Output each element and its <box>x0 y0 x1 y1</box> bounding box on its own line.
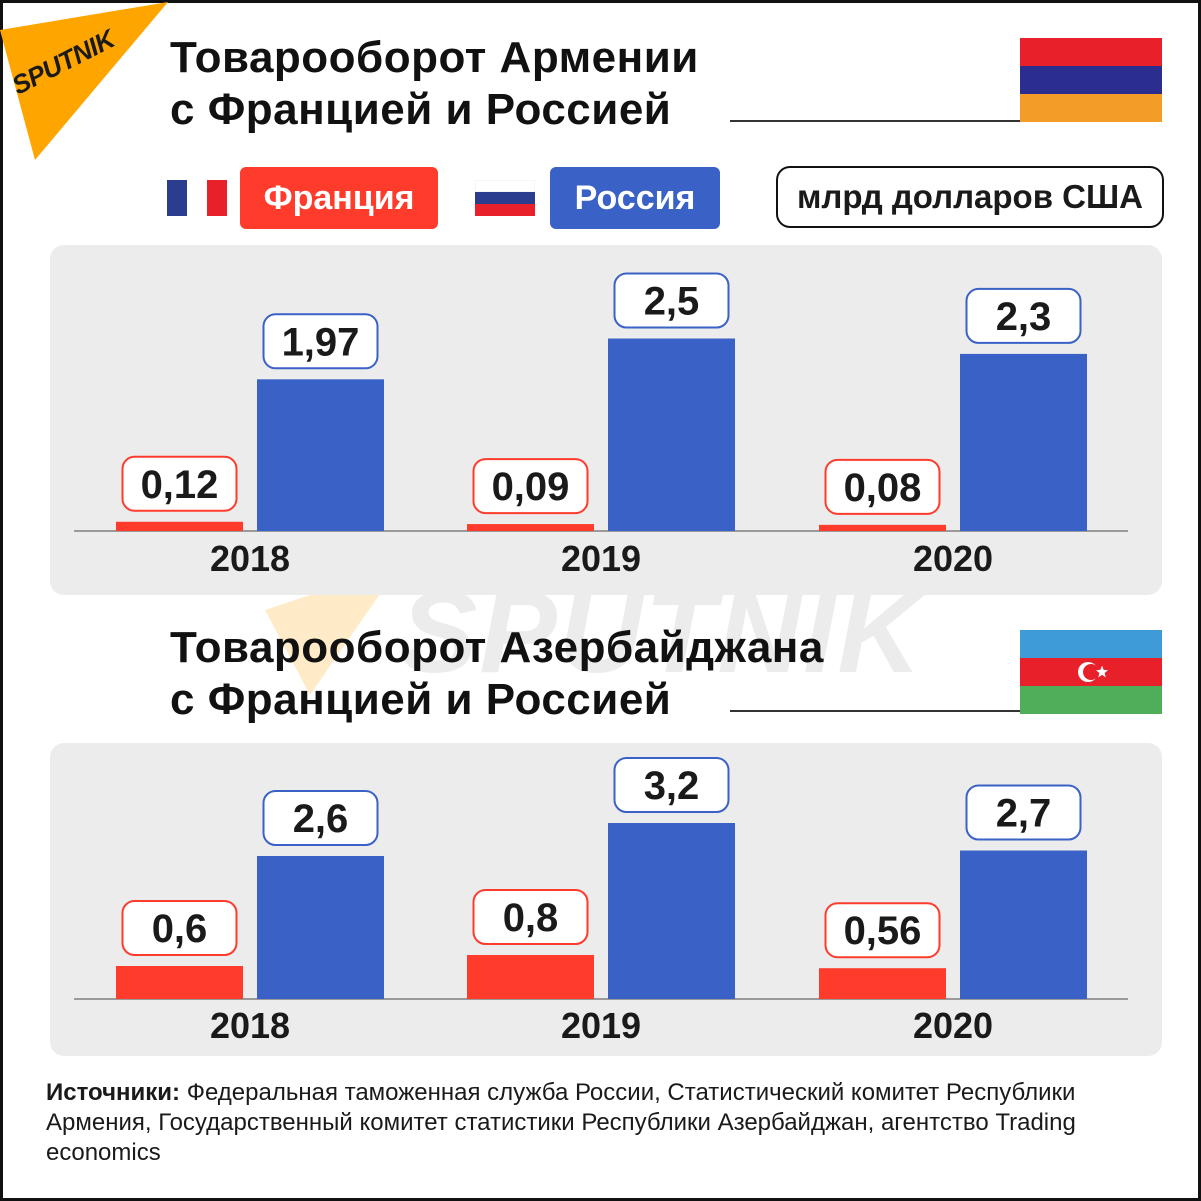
chart-2-title: Товарооборот Азербайджана с Францией и Р… <box>170 622 824 726</box>
data-label-box-france-2018 <box>121 900 238 956</box>
bar-russia-2019 <box>608 823 735 999</box>
data-label-russia-2020: 2,3 <box>996 295 1052 339</box>
sources-text: Федеральная таможенная служба России, Ст… <box>46 1079 1076 1166</box>
data-label-france-2020: 0,08 <box>844 466 922 510</box>
x-tick-label-2018: 2018 <box>210 538 290 579</box>
data-label-box-france-2019 <box>472 889 589 945</box>
bar-russia-2018 <box>257 856 384 999</box>
chart-2-panel: 0,6 2,6 2018 0,8 3,2 2019 0,56 2,7 2020 <box>50 743 1162 1056</box>
legend-russia: Россия <box>550 167 720 229</box>
data-label-russia-2020: 2,7 <box>996 792 1052 836</box>
sputnik-logo: SPUTNIK <box>0 0 175 165</box>
data-label-box-france-2020 <box>824 902 941 959</box>
legend-france: Франция <box>240 167 438 229</box>
data-label-russia-2019: 2,5 <box>644 280 700 324</box>
bar-france-2018 <box>116 966 243 999</box>
data-label-box-russia-2019 <box>613 757 730 813</box>
sources-note: Источники: Федеральная таможенная служба… <box>46 1078 1166 1168</box>
legend-russia-label: Россия <box>574 178 696 217</box>
chart-1-plot: 0,12 1,97 2018 0,09 2,5 2019 0,08 2,3 2020 <box>74 272 1128 579</box>
bar-russia-2020 <box>960 353 1087 531</box>
russia-flag-icon <box>474 179 536 216</box>
bar-russia-2018 <box>257 379 384 531</box>
title-2-rule <box>730 710 1020 712</box>
bar-france-2020 <box>819 968 946 999</box>
data-label-box-france-2020 <box>824 458 941 515</box>
chart-1-title-line2: с Францией и Россией <box>170 85 672 134</box>
data-label-france-2020: 0,56 <box>844 909 922 953</box>
data-label-france-2018: 0,12 <box>141 463 219 507</box>
chart-1-title: Товарооборот Армении с Францией и Россие… <box>170 32 699 136</box>
bar-france-2019 <box>467 524 594 531</box>
data-label-russia-2019: 3,2 <box>644 764 700 808</box>
x-tick-label-2019: 2019 <box>561 1005 641 1046</box>
data-label-russia-2018: 1,97 <box>282 320 360 364</box>
data-label-box-france-2018 <box>121 455 238 512</box>
data-label-box-france-2019 <box>472 458 589 515</box>
data-label-box-russia-2018 <box>262 790 379 846</box>
data-label-france-2019: 0,09 <box>492 465 570 509</box>
chart-1-title-line1: Товарооборот Армении <box>170 33 699 82</box>
chart-1-panel: 0,12 1,97 2018 0,09 2,5 2019 0,08 2,3 2020 <box>50 245 1162 595</box>
chart-2-title-line1: Товарооборот Азербайджана <box>170 623 824 672</box>
bar-france-2019 <box>467 955 594 999</box>
armenia-flag-icon <box>1020 38 1162 122</box>
legend-france-label: Франция <box>263 178 415 217</box>
azerbaijan-flag-icon <box>1020 630 1162 714</box>
data-label-france-2018: 0,6 <box>152 907 208 951</box>
data-label-box-russia-2018 <box>262 313 379 370</box>
x-tick-label-2019: 2019 <box>561 538 641 579</box>
chart-2-plot: 0,6 2,6 2018 0,8 3,2 2019 0,56 2,7 2020 <box>74 757 1128 1046</box>
data-label-france-2019: 0,8 <box>503 896 559 940</box>
chart-2-title-line2: с Францией и Россией <box>170 675 672 724</box>
data-label-box-russia-2020 <box>965 287 1082 344</box>
data-label-russia-2018: 2,6 <box>293 797 349 841</box>
bar-russia-2019 <box>608 338 735 531</box>
data-label-box-russia-2020 <box>965 784 1082 841</box>
bar-france-2020 <box>819 524 946 531</box>
sources-label: Источники: <box>46 1079 181 1106</box>
x-tick-label-2020: 2020 <box>913 1005 993 1046</box>
x-tick-label-2018: 2018 <box>210 1005 290 1046</box>
unit-label-box: млрд долларов США <box>776 166 1164 228</box>
data-label-box-russia-2019 <box>613 272 730 329</box>
bar-france-2018 <box>116 521 243 531</box>
title-1-rule <box>730 120 1020 122</box>
france-flag-icon <box>167 180 227 216</box>
unit-label: млрд долларов США <box>797 178 1143 215</box>
x-tick-label-2020: 2020 <box>913 538 993 579</box>
bar-russia-2020 <box>960 850 1087 999</box>
